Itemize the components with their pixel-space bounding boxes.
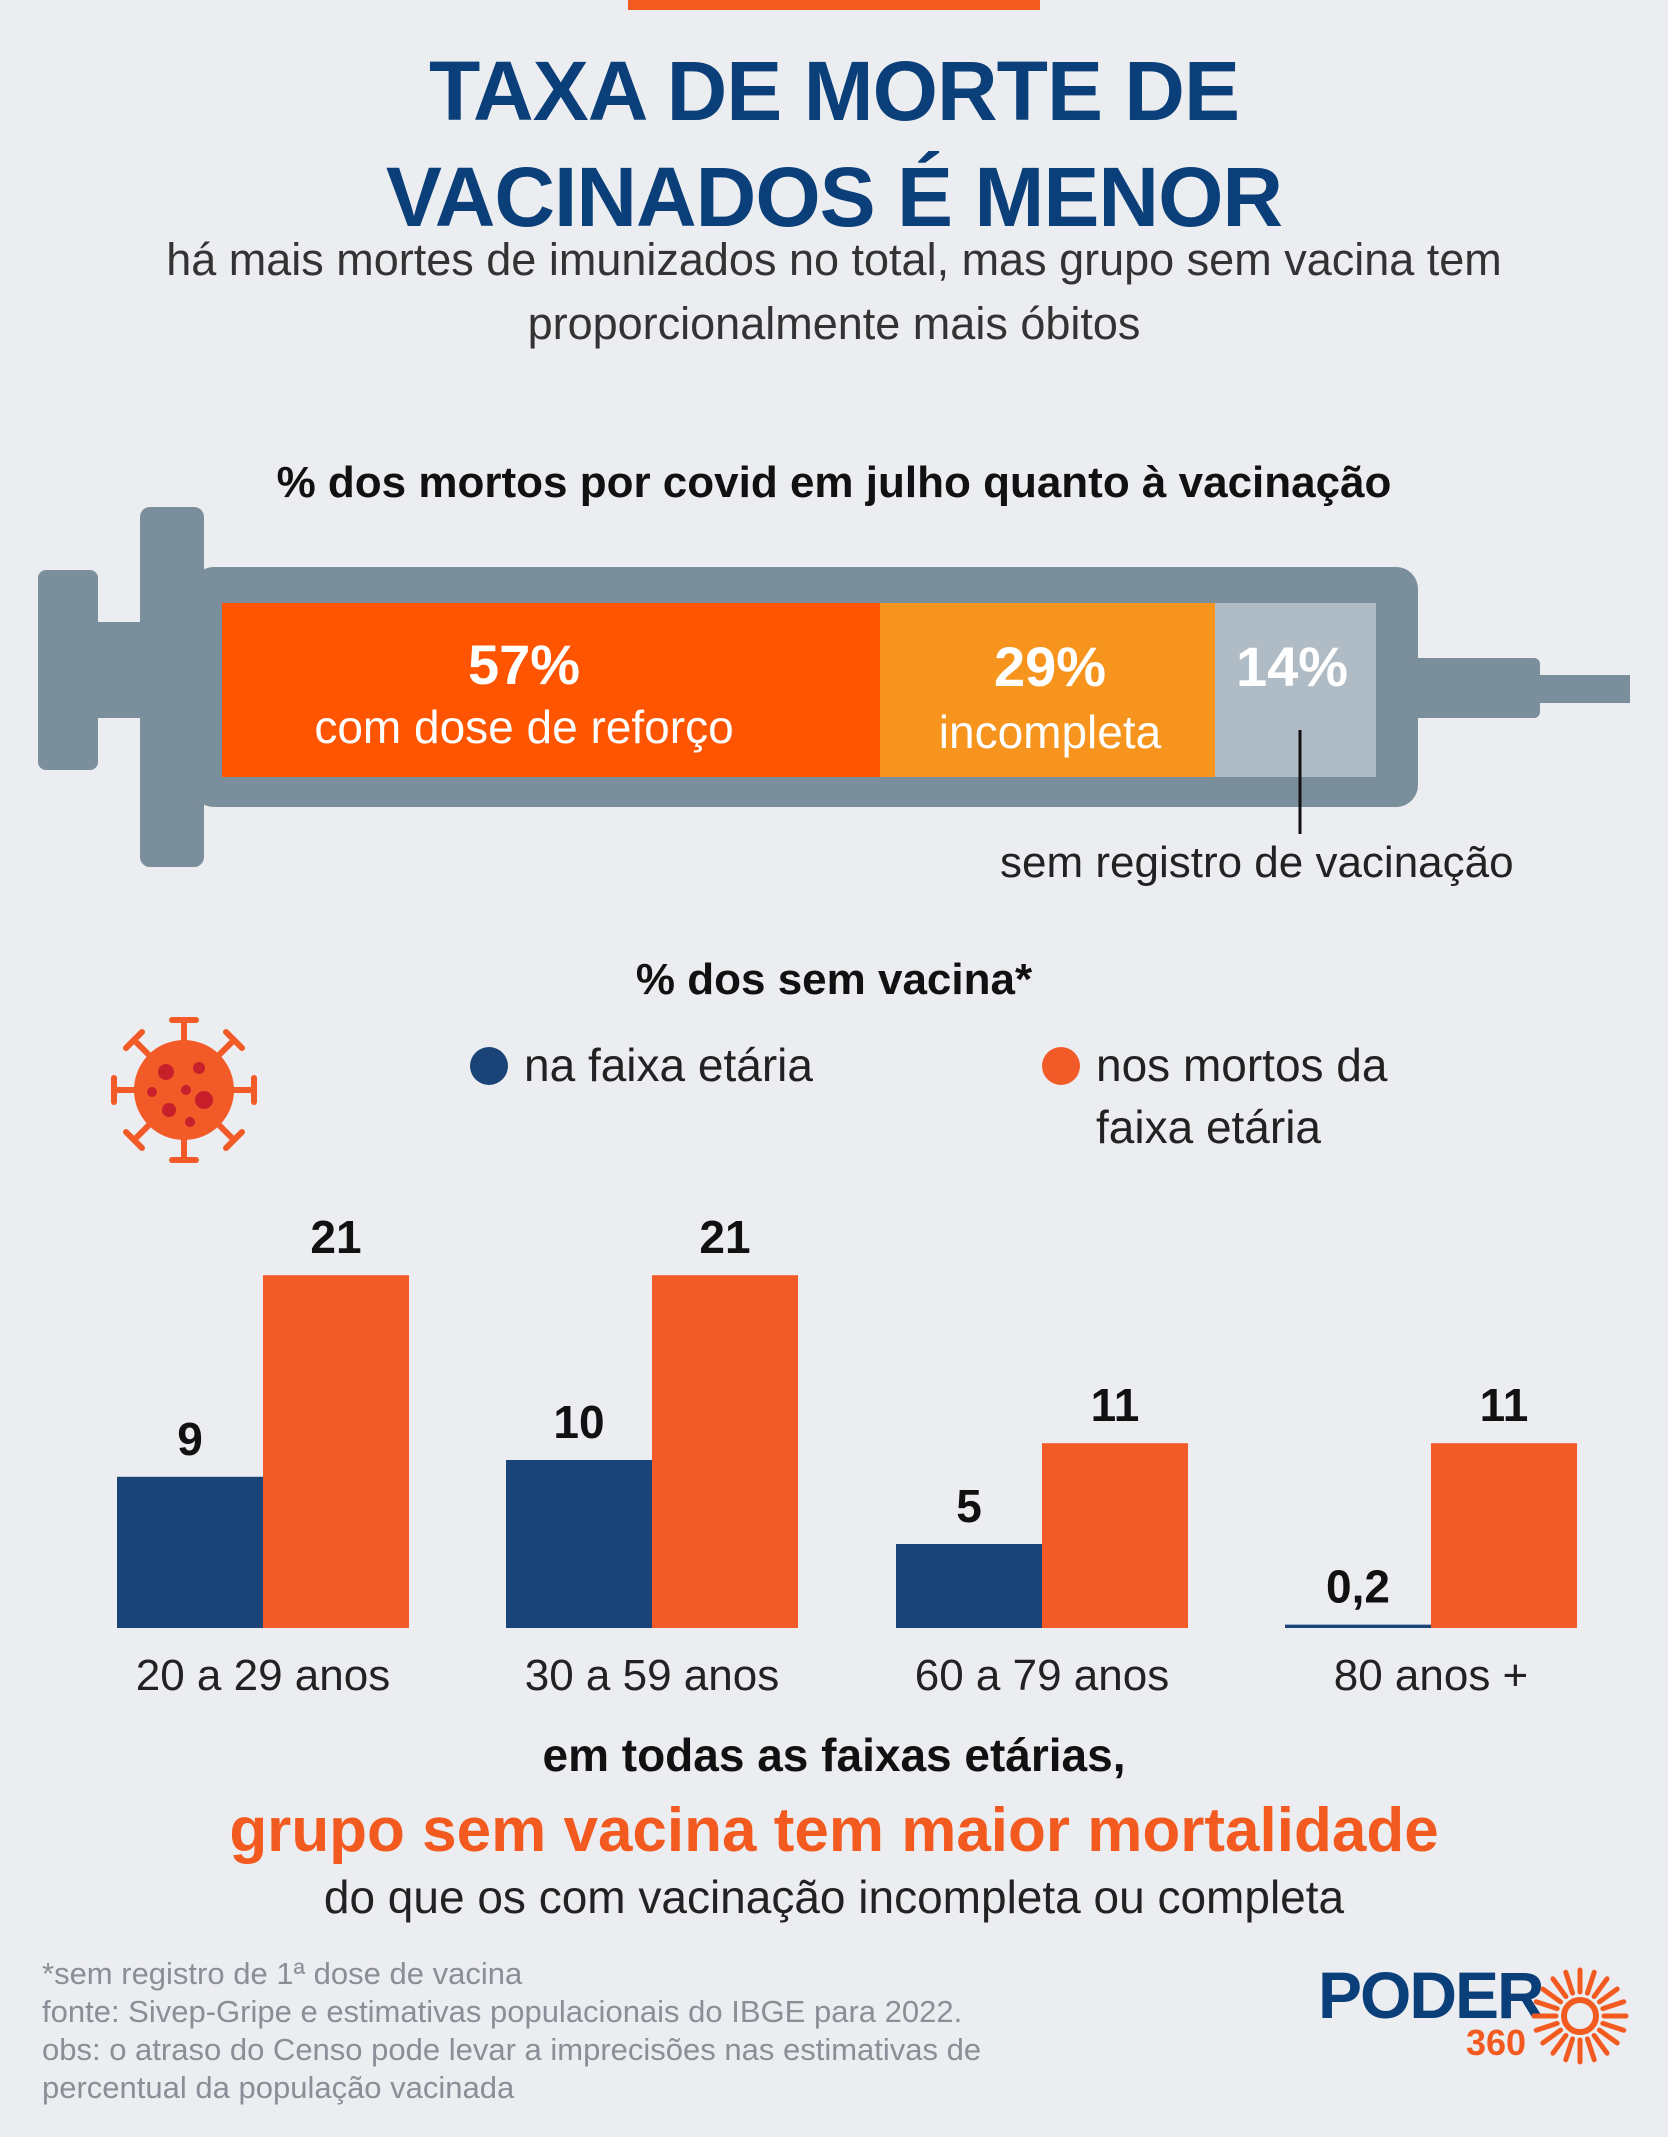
syringe-plunger-cap: [38, 570, 98, 770]
legend-heading: % dos sem vacina*: [635, 955, 1033, 1004]
bar-population-2: [896, 1544, 1042, 1628]
page-title: TAXA DE MORTE DE VACINADOS É MENOR: [0, 38, 1668, 250]
footnote-asterisk: *sem registro de 1ª dose de vacina: [42, 1956, 523, 1991]
conclusion-line-1: em todas as faixas etárias,: [542, 1729, 1126, 1781]
title-line-1: TAXA DE MORTE DE: [428, 44, 1240, 138]
segment-no-record-label: sem registro de vacinação: [1000, 838, 1514, 887]
segment-no-record-value: 14%: [1236, 635, 1348, 698]
bar-label-population-3: 0,2: [1326, 1561, 1390, 1613]
footnotes: *sem registro de 1ª dose de vacina fonte…: [42, 1955, 981, 2107]
logo-word: PODER: [1318, 1958, 1545, 2032]
x-tick-label-1: 30 a 59 anos: [525, 1651, 779, 1700]
x-tick-label-2: 60 a 79 anos: [915, 1651, 1169, 1700]
subtitle-line-2: proporcionalmente mais óbitos: [527, 298, 1141, 349]
segment-incomplete-value: 29%: [994, 635, 1106, 698]
logo-number: 360: [1466, 2022, 1527, 2063]
bar-deaths-2: [1042, 1443, 1188, 1628]
virus-icon: [111, 1017, 257, 1163]
x-tick-label-3: 80 anos +: [1334, 1651, 1529, 1700]
bar-population-1: [506, 1460, 652, 1628]
segment-no-record: [1215, 603, 1376, 777]
subtitle: há mais mortes de imunizados no total, m…: [60, 228, 1608, 356]
segment-booster: [222, 603, 880, 777]
title-line-2: VACINADOS É MENOR: [385, 150, 1283, 244]
legend-label-deaths-line-1: nos mortos da: [1096, 1039, 1388, 1091]
x-tick-label-0: 20 a 29 anos: [136, 1651, 390, 1700]
footnote-obs-line-1: obs: o atraso do Censo pode levar a impr…: [42, 2032, 982, 2067]
age-group-bar-chart: 9 21 20 a 29 anos 10 21 30 a 59 anos 5 11 60 a 7…: [117, 1211, 1577, 1700]
footnote-obs-line-2: percentual da população vacinada: [42, 2070, 515, 2105]
syringe-finger-grip: [140, 507, 204, 867]
bar-deaths-0: [263, 1275, 409, 1628]
sun-burst-icon: [1531, 1967, 1629, 2065]
top-accent-bar: [628, 0, 1040, 10]
bar-label-deaths-1: 21: [699, 1211, 750, 1263]
bar-population-3: [1285, 1624, 1431, 1628]
bar-label-population-1: 10: [553, 1396, 604, 1448]
bar-label-population-2: 5: [956, 1480, 982, 1532]
legend-dot-deaths: [1042, 1047, 1080, 1085]
legend-label-deaths-line-2: faixa etária: [1096, 1101, 1322, 1153]
subtitle-line-1: há mais mortes de imunizados no total, m…: [166, 234, 1502, 285]
segment-booster-label: com dose de reforço: [314, 701, 733, 753]
syringe-chart: 57% com dose de reforço 29% incompleta 1…: [38, 507, 1630, 867]
conclusion-line-3: do que os com vacinação incompleta ou co…: [323, 1871, 1345, 1923]
bar-population-0: [117, 1476, 263, 1628]
poder360-logo: PODER 360: [1318, 1958, 1629, 2065]
bar-deaths-1: [652, 1275, 798, 1628]
bar-label-deaths-2: 11: [1091, 1379, 1140, 1431]
bar-deaths-3: [1431, 1443, 1577, 1628]
segment-incomplete-label: incompleta: [939, 706, 1162, 758]
syringe-chart-heading: % dos mortos por covid em julho quanto à…: [276, 458, 1392, 507]
bar-label-deaths-0: 21: [310, 1211, 361, 1263]
syringe-needle: [1536, 675, 1630, 703]
legend-label-population: na faixa etária: [524, 1039, 813, 1091]
syringe-needle-hub: [1408, 658, 1540, 718]
conclusion-highlight: grupo sem vacina tem maior mortalidade: [229, 1796, 1439, 1865]
segment-booster-value: 57%: [468, 633, 580, 696]
bar-label-deaths-3: 11: [1480, 1379, 1529, 1431]
bar-label-population-0: 9: [177, 1413, 203, 1465]
legend-dot-population: [470, 1047, 508, 1085]
segment-incomplete: [880, 603, 1215, 777]
footnote-source: fonte: Sivep-Gripe e estimativas populac…: [42, 1994, 963, 2029]
syringe-plunger-rod: [92, 622, 152, 718]
